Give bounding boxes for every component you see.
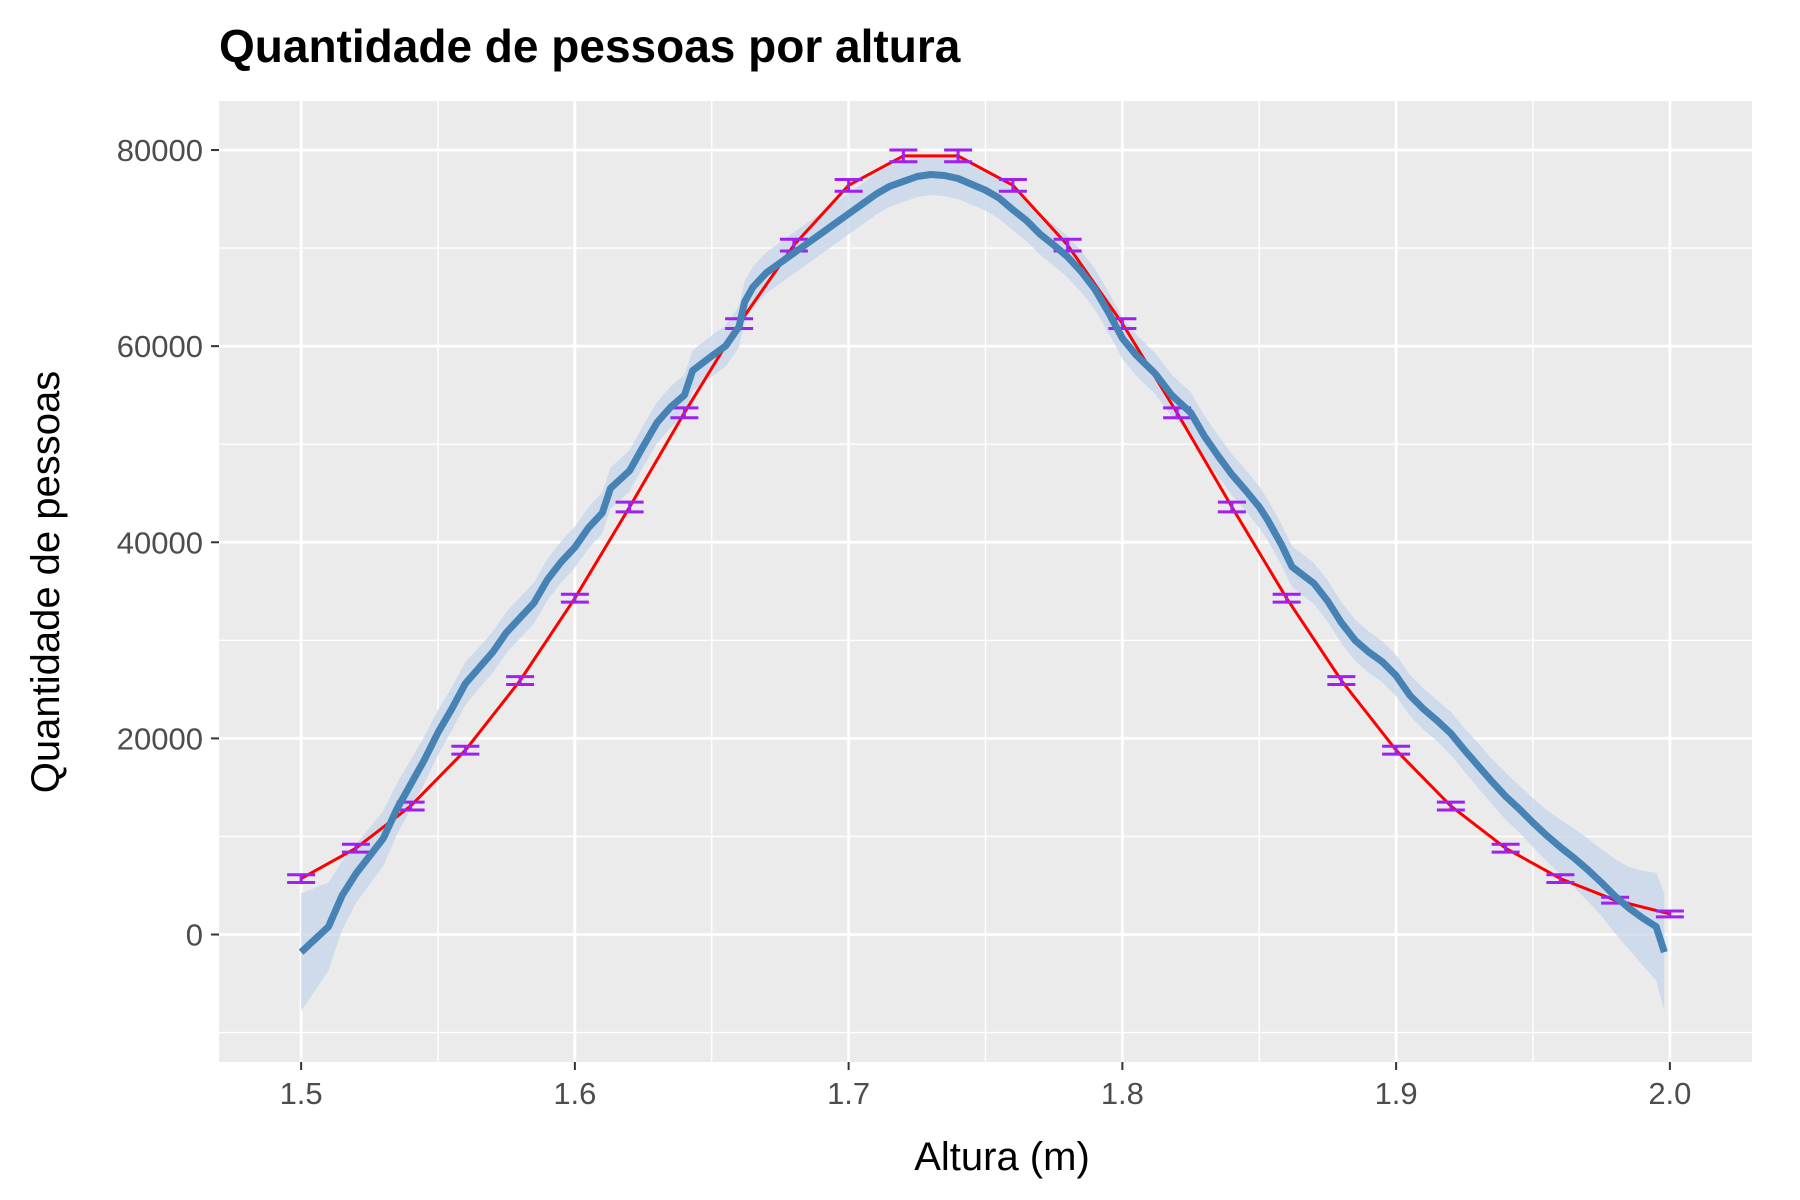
x-tick-label: 1.8 (1101, 1076, 1144, 1111)
error-bar (670, 406, 699, 420)
smooth-line (298, 171, 1668, 955)
y-tick-label: 80000 (117, 133, 203, 168)
error-bar (944, 148, 973, 164)
error-bar (341, 842, 370, 854)
error-bar (1272, 592, 1301, 604)
x-axis: 1.5 1.6 1.7 1.8 1.9 2.0 (280, 1062, 1691, 1111)
error-bar (615, 500, 644, 514)
chart-title: Quantidade de pessoas por altura (219, 20, 961, 72)
y-axis: 0 20000 40000 60000 80000 (117, 133, 219, 953)
error-bar (1217, 500, 1246, 514)
x-tick-label: 1.6 (553, 1076, 596, 1111)
error-bar (1382, 744, 1411, 756)
y-tick-label: 0 (186, 918, 203, 953)
smooth-line-layer (298, 171, 1668, 955)
y-tick-label: 40000 (117, 525, 203, 560)
grid-minor (219, 101, 1752, 1062)
x-axis-title: Altura (m) (914, 1135, 1090, 1179)
error-bar (998, 177, 1027, 193)
x-tick-label: 1.9 (1375, 1076, 1418, 1111)
error-bar (287, 873, 316, 885)
error-bar (451, 744, 480, 756)
error-bar (1436, 800, 1465, 812)
error-bar (506, 675, 535, 686)
error-bar (1546, 873, 1575, 885)
y-tick-label: 60000 (117, 329, 203, 364)
theoretical-line-layer (300, 154, 1671, 916)
error-bar (1491, 842, 1520, 854)
error-bar (1655, 909, 1684, 919)
x-tick-label: 1.5 (280, 1076, 323, 1111)
x-tick-label: 1.7 (827, 1076, 870, 1111)
error-bar (834, 177, 863, 193)
y-axis-title: Quantidade de pessoas (24, 371, 68, 794)
x-tick-label: 2.0 (1648, 1076, 1691, 1111)
theoretical-line (300, 154, 1671, 916)
error-bar (889, 148, 918, 164)
y-tick-label: 20000 (117, 721, 203, 756)
error-bar (1327, 675, 1356, 686)
error-bar (560, 592, 589, 604)
